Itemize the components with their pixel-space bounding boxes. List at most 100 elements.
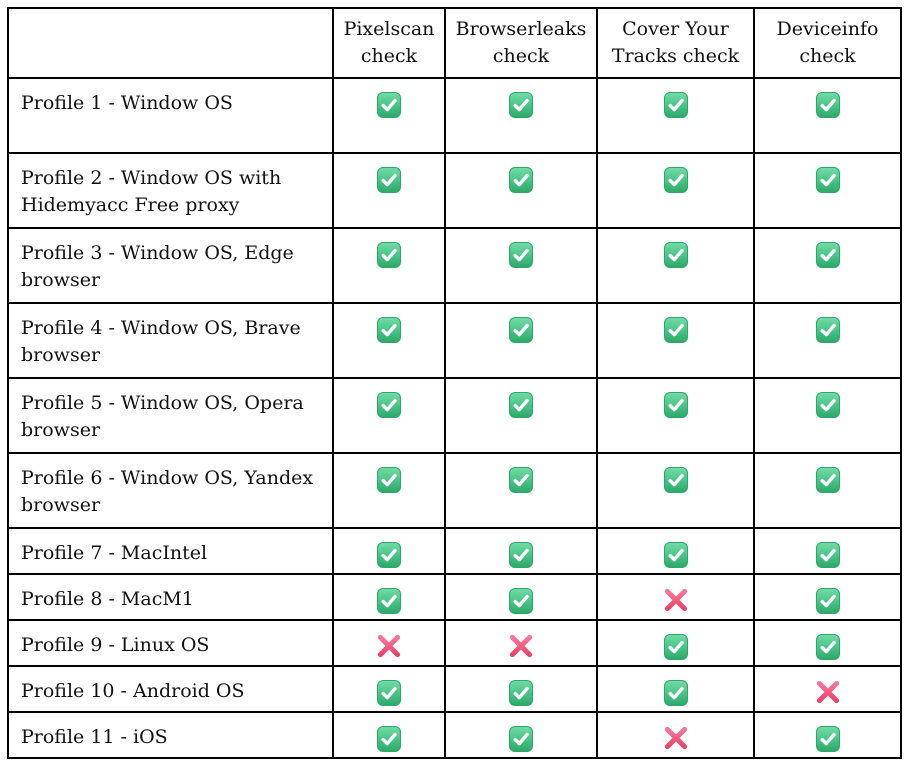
table-row: Profile 3 - Window OS, Edge browser (7, 227, 902, 304)
header-row: Pixelscan check Browserleaks check Cover… (7, 7, 902, 79)
cross-icon (663, 726, 689, 754)
check-icon (509, 317, 533, 347)
check-icon (815, 542, 840, 572)
check-result-cell (753, 527, 902, 575)
check-result-cell (753, 77, 902, 154)
check-icon (663, 317, 688, 347)
table-row: Profile 1 - Window OS (7, 77, 902, 154)
check-icon (815, 92, 840, 122)
check-result-cell (332, 227, 446, 304)
check-result-cell (753, 377, 902, 454)
check-icon (509, 467, 533, 497)
check-result-cell (596, 77, 755, 154)
check-icon (509, 680, 533, 710)
table-row: Profile 10 - Android OS (7, 665, 902, 713)
check-icon (815, 317, 840, 347)
profile-name: Profile 7 - MacIntel (7, 527, 334, 575)
profile-name: Profile 2 - Window OS with Hidemyacc Fre… (7, 152, 334, 229)
check-result-cell (444, 619, 598, 667)
check-icon (815, 242, 840, 272)
check-result-cell (332, 377, 446, 454)
check-result-cell (753, 573, 902, 621)
profile-name: Profile 6 - Window OS, Yandex browser (7, 452, 334, 529)
check-icon (509, 392, 533, 422)
table-row: Profile 4 - Window OS, Brave browser (7, 302, 902, 379)
check-icon (663, 680, 688, 710)
profile-name: Profile 5 - Window OS, Opera browser (7, 377, 334, 454)
profile-name: Profile 4 - Window OS, Brave browser (7, 302, 334, 379)
check-icon (377, 542, 401, 572)
check-icon (815, 634, 840, 664)
check-result-cell (332, 527, 446, 575)
check-icon (663, 167, 688, 197)
check-result-cell (596, 711, 755, 759)
table-row: Profile 6 - Window OS, Yandex browser (7, 452, 902, 529)
check-result-cell (332, 665, 446, 713)
check-icon (377, 726, 401, 756)
check-icon (377, 467, 401, 497)
check-icon (815, 588, 840, 618)
profile-name: Profile 8 - MacM1 (7, 573, 334, 621)
check-icon (377, 588, 401, 618)
check-result-cell (444, 527, 598, 575)
check-result-cell (753, 665, 902, 713)
check-result-cell (444, 77, 598, 154)
profile-name: Profile 3 - Window OS, Edge browser (7, 227, 334, 304)
cross-icon (508, 634, 534, 662)
table-body: Profile 1 - Window OS Profile 2 - Window … (7, 77, 902, 759)
check-result-cell (596, 527, 755, 575)
column-header-browserleaks: Browserleaks check (444, 7, 598, 79)
check-icon (509, 242, 533, 272)
table-header: Pixelscan check Browserleaks check Cover… (7, 7, 902, 79)
check-icon (377, 392, 401, 422)
check-result-cell (332, 573, 446, 621)
check-result-cell (753, 302, 902, 379)
profile-name: Profile 9 - Linux OS (7, 619, 334, 667)
cross-icon (815, 680, 841, 708)
check-icon (377, 680, 401, 710)
profile-name: Profile 10 - Android OS (7, 665, 334, 713)
check-result-cell (596, 377, 755, 454)
check-result-cell (753, 711, 902, 759)
check-result-cell (596, 227, 755, 304)
check-icon (815, 392, 840, 422)
column-header-deviceinfo: Deviceinfo check (753, 7, 902, 79)
check-icon (663, 242, 688, 272)
check-result-cell (596, 619, 755, 667)
check-result-cell (332, 302, 446, 379)
check-icon (663, 392, 688, 422)
check-result-cell (444, 152, 598, 229)
check-result-cell (753, 452, 902, 529)
check-icon (377, 167, 401, 197)
check-result-cell (332, 619, 446, 667)
check-icon (663, 542, 688, 572)
cross-icon (663, 588, 689, 616)
check-result-cell (753, 619, 902, 667)
column-header-profile (7, 7, 334, 79)
table-row: Profile 2 - Window OS with Hidemyacc Fre… (7, 152, 902, 229)
check-icon (663, 467, 688, 497)
check-icon (663, 634, 688, 664)
check-result-cell (444, 711, 598, 759)
check-icon (377, 92, 401, 122)
check-icon (509, 542, 533, 572)
check-icon (509, 92, 533, 122)
check-result-cell (444, 302, 598, 379)
check-result-cell (332, 152, 446, 229)
column-header-pixelscan: Pixelscan check (332, 7, 446, 79)
check-result-cell (444, 452, 598, 529)
check-result-cell (596, 452, 755, 529)
profile-name: Profile 11 - iOS (7, 711, 334, 759)
check-icon (815, 167, 840, 197)
check-icon (509, 167, 533, 197)
table-row: Profile 5 - Window OS, Opera browser (7, 377, 902, 454)
check-result-cell (332, 711, 446, 759)
column-header-cover-your-tracks: Cover Your Tracks check (596, 7, 755, 79)
check-result-cell (444, 573, 598, 621)
check-icon (663, 92, 688, 122)
check-result-cell (444, 377, 598, 454)
check-result-cell (596, 302, 755, 379)
check-result-cell (332, 452, 446, 529)
check-result-cell (596, 152, 755, 229)
table-row: Profile 8 - MacM1 (7, 573, 902, 621)
